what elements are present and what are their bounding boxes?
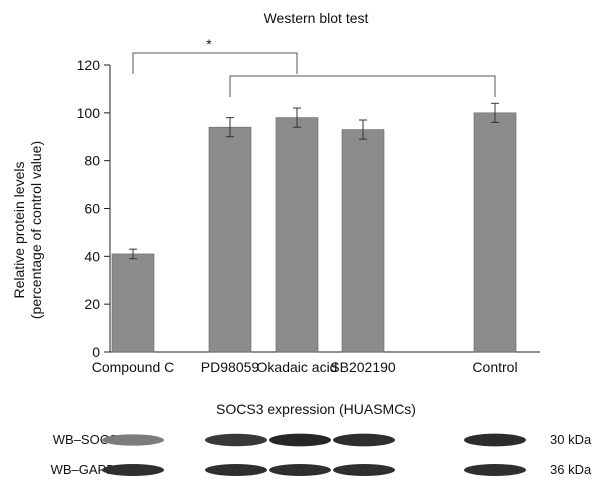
x-tick-label: Control bbox=[472, 359, 517, 375]
significance-bracket bbox=[132, 52, 298, 74]
blot-band bbox=[205, 464, 267, 476]
bars bbox=[111, 112, 517, 353]
x-tick-label: Okadaic acid bbox=[257, 359, 338, 375]
bar bbox=[208, 126, 252, 353]
y-axis-label-line-2: (percentage of control value) bbox=[28, 141, 44, 319]
chart-title: Western blot test bbox=[264, 10, 369, 26]
y-tick-label: 0 bbox=[92, 344, 100, 360]
y-ticks: 0 20 40 60 80 100 120 bbox=[77, 57, 110, 360]
bar bbox=[111, 253, 155, 353]
x-tick-label: PD98059 bbox=[201, 359, 260, 375]
y-axis-label: Relative protein levels (percentage of c… bbox=[11, 141, 44, 319]
blot-band bbox=[205, 433, 267, 447]
blot-band bbox=[464, 433, 526, 447]
y-tick-label: 80 bbox=[84, 153, 100, 169]
blot-band bbox=[102, 434, 164, 446]
y-tick-label: 120 bbox=[77, 57, 101, 73]
blot-band bbox=[102, 464, 164, 476]
blot-title: SOCS3 expression (HUASMCs) bbox=[216, 401, 416, 417]
blot-row-label: WB–SOCS3 bbox=[53, 432, 125, 447]
significance-bracket bbox=[229, 75, 496, 97]
y-tick-label: 40 bbox=[84, 248, 100, 264]
y-tick-label: 60 bbox=[84, 201, 100, 217]
blot-band bbox=[269, 433, 331, 447]
y-axis-label-line-1: Relative protein levels bbox=[11, 162, 27, 299]
bar bbox=[275, 117, 319, 353]
bar bbox=[473, 112, 517, 353]
x-tick-label: Compound C bbox=[92, 359, 175, 375]
blot-size-label: 36 kDa bbox=[550, 462, 592, 477]
blot-band bbox=[333, 433, 395, 447]
blot-row-label: WB–GAPDH bbox=[51, 462, 125, 477]
x-tick-label: SB202190 bbox=[330, 359, 396, 375]
blot-band bbox=[333, 464, 395, 476]
blot-panel: WB–SOCS3 30 kDa WB–GAPDH 36 kDa bbox=[51, 432, 592, 477]
y-tick-label: 100 bbox=[77, 105, 101, 121]
bar bbox=[341, 129, 385, 353]
significance-star: * bbox=[206, 36, 212, 52]
blot-band bbox=[464, 464, 526, 476]
error-bars bbox=[129, 102, 499, 260]
significance-brackets: * bbox=[132, 36, 496, 97]
y-tick-label: 20 bbox=[84, 296, 100, 312]
blot-band bbox=[269, 464, 331, 476]
blot-size-label: 30 kDa bbox=[550, 432, 592, 447]
